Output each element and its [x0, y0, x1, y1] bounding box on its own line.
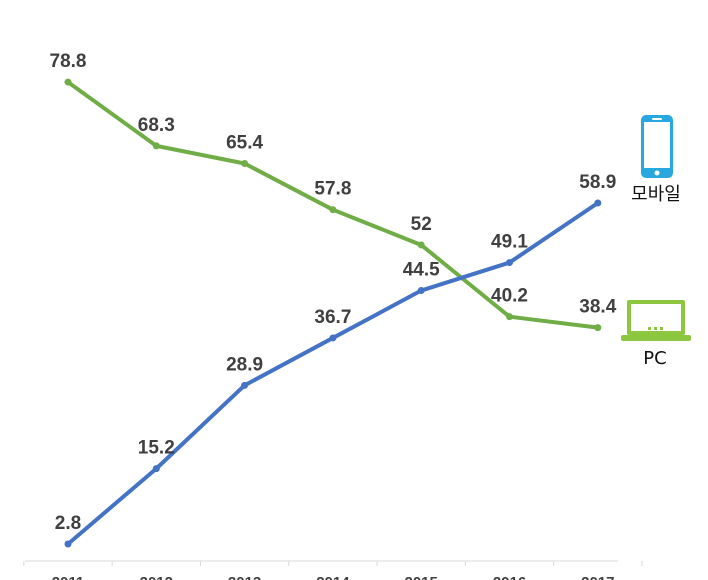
- data-label-mobile: 36.7: [314, 307, 351, 328]
- legend-mobile: 모바일: [631, 115, 681, 205]
- data-point-pc: [594, 324, 602, 332]
- data-point-pc: [329, 206, 337, 214]
- data-label-pc: 38.4: [579, 297, 616, 318]
- data-point-pc: [506, 313, 513, 321]
- data-label-pc: 68.3: [138, 115, 175, 136]
- data-label-pc: 40.2: [491, 286, 528, 307]
- data-point-mobile: [506, 259, 513, 267]
- x-tick-label-2015: 2015: [405, 574, 438, 580]
- x-tick-label-2014: 2014: [316, 574, 350, 580]
- data-label-mobile: 58.9: [579, 172, 616, 193]
- data-point-mobile: [152, 465, 160, 473]
- data-point-mobile: [329, 334, 337, 342]
- data-labels: 78.8 68.3 65.4 57.8 52 40.2 38.4 2.8 15.2 28.9 36.…: [50, 51, 617, 534]
- x-tick-label-2012: 2012: [140, 574, 173, 580]
- data-label-mobile: 28.9: [226, 354, 263, 375]
- data-point-mobile: [64, 540, 72, 548]
- series-layer: [64, 78, 602, 548]
- smartphone-icon: [641, 115, 673, 178]
- series-line-mobile: [66, 201, 600, 546]
- data-point-mobile: [241, 381, 249, 389]
- legend-label-pc: PC: [643, 348, 666, 369]
- x-tick-label-2011: 2011: [52, 574, 85, 580]
- legend-label-mobile: 모바일: [631, 184, 681, 205]
- data-label-pc: 57.8: [314, 179, 351, 200]
- x-tick-label-2017: 2017: [581, 574, 614, 580]
- data-label-mobile: 44.5: [403, 260, 440, 281]
- x-tick-label-2013: 2013: [228, 574, 261, 580]
- legend-pc: PC: [621, 300, 691, 369]
- data-label-pc: 52: [411, 214, 432, 235]
- laptop-icon: [621, 300, 691, 341]
- data-point-pc: [241, 160, 249, 168]
- data-label-mobile: 15.2: [138, 438, 175, 459]
- data-label-mobile: 49.1: [491, 232, 528, 253]
- data-label-mobile: 2.8: [55, 513, 81, 534]
- data-point-pc: [64, 78, 72, 86]
- data-point-mobile: [417, 287, 425, 295]
- data-label-pc: 78.8: [50, 51, 87, 72]
- x-axis-ticks: 2011 2012 2013 2014 2015 2016 2017: [23, 561, 643, 580]
- data-point-pc: [152, 142, 160, 150]
- data-label-pc: 65.4: [226, 133, 263, 154]
- x-tick-label-2016: 2016: [493, 574, 526, 580]
- data-point-mobile: [594, 199, 602, 207]
- data-point-pc: [417, 241, 425, 249]
